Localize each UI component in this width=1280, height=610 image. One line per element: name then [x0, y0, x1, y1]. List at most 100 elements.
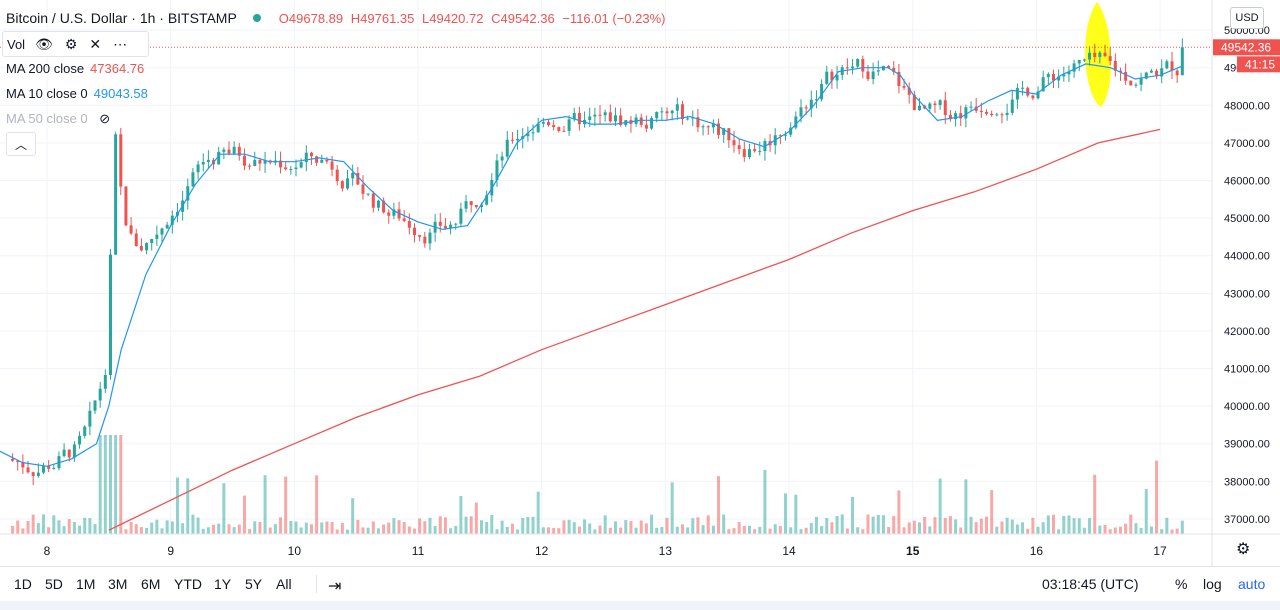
date-range-icon[interactable]: ⇥ — [328, 578, 342, 595]
timeframe-1d[interactable]: 1D — [14, 576, 32, 592]
eye-icon[interactable]: 👁 — [35, 35, 53, 52]
auto-scale-toggle[interactable]: auto — [1238, 576, 1266, 592]
candle-body — [794, 116, 798, 128]
ma200-legend[interactable]: MA 200 close 47364.76 — [6, 61, 144, 76]
candle-body — [536, 123, 540, 133]
timeframe-5d[interactable]: 5D — [45, 576, 63, 592]
volume-bar — [433, 526, 437, 534]
candle-body — [990, 113, 994, 116]
candle-body — [217, 151, 221, 165]
candle-body — [778, 135, 782, 137]
candle-body — [1051, 74, 1055, 81]
volume-bar — [902, 527, 906, 534]
candle-body — [954, 113, 958, 120]
price-tick-label: 48000.00 — [1224, 100, 1270, 112]
candle-body — [253, 160, 257, 166]
candle-body — [969, 106, 973, 108]
volume-bar — [686, 527, 690, 534]
volume-bar — [1155, 460, 1159, 534]
candle-body — [742, 149, 746, 158]
symbol-title[interactable]: Bitcoin / U.S. Dollar · 1h · BITSTAMP — [6, 10, 237, 26]
volume-bar — [948, 516, 952, 534]
timeframe-ytd[interactable]: YTD — [174, 576, 202, 592]
timeframe-6m[interactable]: 6M — [141, 576, 161, 592]
candle-body — [753, 149, 757, 152]
volume-bar — [546, 527, 550, 534]
price-chart[interactable]: 37000.00 38000.00 39000.00 40000.00 41000.00… — [0, 0, 1280, 566]
ma10-path — [0, 63, 1183, 467]
close-icon[interactable]: ✕ — [89, 35, 102, 52]
gear-icon[interactable]: ⚙ — [64, 35, 78, 52]
volume-bar — [438, 516, 442, 534]
candle-body — [979, 110, 983, 112]
candle-body — [227, 149, 231, 154]
volume-bar — [825, 518, 829, 534]
candle-body — [67, 449, 71, 458]
candle-body — [784, 134, 788, 136]
volume-bar — [835, 515, 839, 534]
volume-bar — [959, 527, 963, 534]
timeframe-1m[interactable]: 1M — [76, 576, 96, 592]
change-value: −116.01 (−0.23%) — [562, 10, 666, 26]
volume-bar — [469, 516, 473, 534]
volume-bar — [753, 529, 757, 534]
utc-clock[interactable]: 03:18:45 (UTC) — [1042, 576, 1139, 592]
candle-body — [495, 160, 499, 180]
volume-bar — [732, 528, 736, 534]
volume-bar — [557, 528, 561, 534]
price-tick-label: 45000.00 — [1224, 213, 1270, 225]
volume-bar — [1139, 527, 1143, 534]
volume-bar — [459, 495, 463, 534]
ma200-label: MA 200 close — [6, 61, 85, 76]
volume-bar — [57, 520, 61, 534]
candle-body — [577, 112, 581, 125]
volume-bar — [165, 520, 169, 534]
volume-bar — [1093, 474, 1097, 534]
timeframe-all[interactable]: All — [276, 576, 292, 592]
chart-settings-icon[interactable]: ⚙ — [1236, 541, 1251, 558]
more-icon[interactable]: ⋯ — [113, 35, 128, 52]
volume-bar — [985, 516, 989, 534]
price-tick-label: 40000.00 — [1224, 401, 1270, 413]
candle-body — [1155, 70, 1159, 77]
candle-body — [557, 127, 561, 131]
volume-bar — [47, 527, 51, 534]
candle-body — [485, 195, 489, 205]
timeframe-1y[interactable]: 1Y — [214, 576, 232, 592]
volume-bar — [773, 524, 777, 534]
candle-body — [660, 111, 664, 113]
volume-bar — [340, 522, 344, 534]
ma10-legend[interactable]: MA 10 close 0 49043.58 — [6, 86, 148, 101]
candle-body — [330, 161, 334, 170]
highlight-shape — [1085, 1, 1112, 108]
volume-bar — [907, 522, 911, 534]
volume-bar — [1088, 518, 1092, 534]
volume-bar — [108, 435, 112, 534]
candle-body — [407, 220, 411, 228]
candle-body — [78, 435, 82, 445]
time-tick-label: 8 — [44, 544, 51, 558]
volume-bar — [814, 516, 818, 534]
timeframe-5y[interactable]: 5Y — [245, 576, 263, 592]
timeframe-3m[interactable]: 3M — [108, 576, 128, 592]
log-scale-toggle[interactable]: log — [1203, 576, 1222, 592]
volume-bar — [150, 522, 154, 534]
currency-button[interactable]: USD — [1230, 7, 1264, 29]
volume-bar — [979, 518, 983, 534]
volume-bar — [830, 522, 834, 534]
candle-body — [232, 146, 236, 154]
volume-bar — [1124, 523, 1128, 534]
volume-bar — [536, 491, 540, 534]
collapse-legend-button[interactable]: ︿ — [6, 132, 36, 156]
volume-bars — [11, 435, 1184, 534]
candle-body — [1026, 87, 1030, 96]
ma50-legend[interactable]: MA 50 close 0 ⊘ — [6, 111, 110, 127]
volume-bar — [351, 498, 355, 534]
ma10-value: 49043.58 — [93, 86, 148, 101]
volume-bar — [371, 521, 375, 534]
candle-body — [717, 123, 721, 135]
candle-body — [572, 112, 576, 120]
percent-scale-toggle[interactable]: % — [1175, 576, 1188, 592]
eye-hidden-icon[interactable]: ⊘ — [99, 111, 111, 126]
volume-bar — [1026, 528, 1030, 534]
